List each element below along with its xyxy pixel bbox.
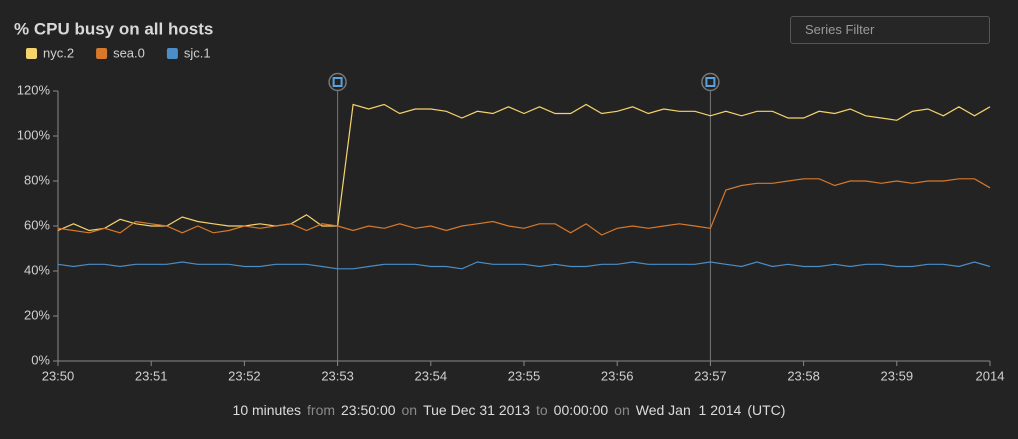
y-tick-label: 20% xyxy=(24,307,50,322)
y-tick-label: 80% xyxy=(24,172,50,187)
footer-text: Wed Jan 1 2014 xyxy=(635,402,742,418)
x-tick-label: 23:52 xyxy=(228,368,261,383)
x-tick-label: 23:59 xyxy=(881,368,914,383)
chart-title: % CPU busy on all hosts xyxy=(14,19,213,38)
x-tick-label: 23:56 xyxy=(601,368,634,383)
footer-text: on xyxy=(401,402,418,418)
x-tick-label: 23:57 xyxy=(694,368,727,383)
x-tick-label: 23:51 xyxy=(135,368,168,383)
footer-text: from xyxy=(307,402,336,418)
time-range: 10 minutes from 23:50:00 on Tue Dec 31 2013 t… xyxy=(0,402,1018,418)
footer-text: 10 minutes xyxy=(232,402,302,418)
series-line xyxy=(57,178,991,236)
x-tick-label: 23:55 xyxy=(508,368,541,383)
series-line xyxy=(57,261,991,270)
legend-label: sjc.1 xyxy=(184,45,211,60)
x-tick-label: 23:50 xyxy=(42,368,75,383)
legend-swatch xyxy=(96,48,108,59)
footer-text: Tue Dec 31 2013 xyxy=(423,402,530,418)
y-tick-label: 60% xyxy=(24,217,50,232)
footer-text: to xyxy=(535,402,548,418)
series-line xyxy=(57,103,991,232)
legend-swatch xyxy=(166,48,178,59)
y-tick-label: 40% xyxy=(24,262,50,277)
x-tick-label: 23:58 xyxy=(787,368,820,383)
footer-text: 00:00:00 xyxy=(553,402,609,418)
event-icon xyxy=(705,77,716,87)
event-marker xyxy=(701,72,720,92)
legend-label: nyc.2 xyxy=(43,45,74,60)
series-filter[interactable]: Series Filter xyxy=(790,16,990,44)
y-tick-label: 0% xyxy=(31,352,50,367)
footer-text: 23:50:00 xyxy=(341,402,396,418)
event-marker xyxy=(328,72,347,92)
legend-swatch xyxy=(26,48,37,59)
event-icon xyxy=(332,77,343,87)
footer-text: (UTC) xyxy=(747,402,786,418)
legend-label: sea.0 xyxy=(113,45,145,60)
y-tick-label: 120% xyxy=(17,82,51,97)
x-tick-label: 23:54 xyxy=(415,368,448,383)
y-tick-label: 100% xyxy=(17,127,51,142)
x-tick-label: 2014 xyxy=(976,368,1005,383)
footer-text: on xyxy=(614,402,630,418)
x-tick-label: 23:53 xyxy=(321,368,354,383)
